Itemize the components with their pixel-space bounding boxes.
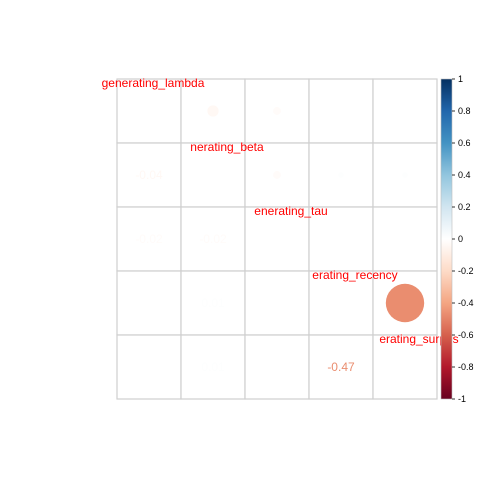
legend-tick-label: -0.2 [458,266,474,276]
correlation-value: 0 [274,360,281,374]
correlation-circle [385,283,425,323]
legend-tick-label: 0.8 [458,106,471,116]
grid-cell [116,334,182,400]
correlation-value: -0.04 [135,168,163,182]
grid-cell [116,270,182,336]
grid-cell [244,334,310,400]
correlation-value: -0.02 [135,232,163,246]
correlation-circle [273,171,281,179]
correlation-value: 0 [146,360,153,374]
correlation-circle [273,107,281,115]
correlation-value: 0 [274,296,281,310]
legend-tick-label: -0.6 [458,330,474,340]
correlation-value: 0 [146,296,153,310]
grid-cell [116,142,182,208]
legend-tick-label: -1 [458,394,466,404]
grid-cell [180,270,246,336]
variable-label: nerating_beta [190,140,264,154]
correlation-circle [338,172,344,178]
correlation-value: 0.01 [201,360,225,374]
variable-label: erating_surpris [379,332,458,346]
variable-label: erating_recency [312,268,397,282]
variable-labels: generating_lambda nerating_beta enerating_… [102,76,459,346]
legend-colorbar [440,78,453,400]
legend-tick-label: 0.6 [458,138,471,148]
legend-tick-label: 0.2 [458,202,471,212]
correlation-marks: -0.04 -0.02 -0.02 0 0.01 0 0 0.01 0 -0.47 [135,105,425,374]
correlation-circle [402,172,408,178]
legend-tick-label: 0.4 [458,170,471,180]
color-legend: 1 0.8 0.6 0.4 0.2 0 -0.2 -0.4 -0.6 -0.8 -1 [440,74,474,404]
correlation-circle [207,105,219,117]
variable-label: enerating_tau [254,204,327,218]
grid-cell [308,270,374,336]
legend-tick-label: -0.8 [458,362,474,372]
variable-label: generating_lambda [102,76,205,90]
grid-cell [372,334,438,400]
grid-cell [180,334,246,400]
correlation-value: -0.02 [199,232,227,246]
legend-tick-label: -0.4 [458,298,474,308]
grid-cell [308,206,374,272]
grid-cell [244,270,310,336]
grid-cell [180,206,246,272]
correlation-grid [116,78,438,400]
correlation-value: 0.01 [201,296,225,310]
legend-tick-label: 0 [458,234,463,244]
correlation-value: -0.47 [327,360,355,374]
legend-tick-label: 1 [458,74,463,84]
grid-cell [116,78,182,144]
grid-cell [244,142,310,208]
